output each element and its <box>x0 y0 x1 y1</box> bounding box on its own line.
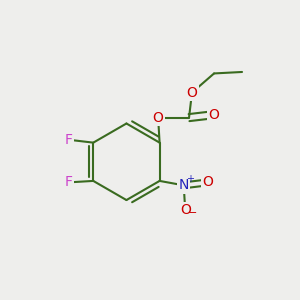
Text: −: − <box>188 208 197 218</box>
Text: O: O <box>180 203 190 218</box>
Text: O: O <box>208 108 220 122</box>
Text: N: N <box>178 178 189 192</box>
Text: O: O <box>202 176 213 189</box>
Text: F: F <box>64 133 72 147</box>
Text: O: O <box>153 111 164 124</box>
Text: F: F <box>64 176 72 189</box>
Text: O: O <box>187 85 197 100</box>
Text: +: + <box>186 174 194 184</box>
